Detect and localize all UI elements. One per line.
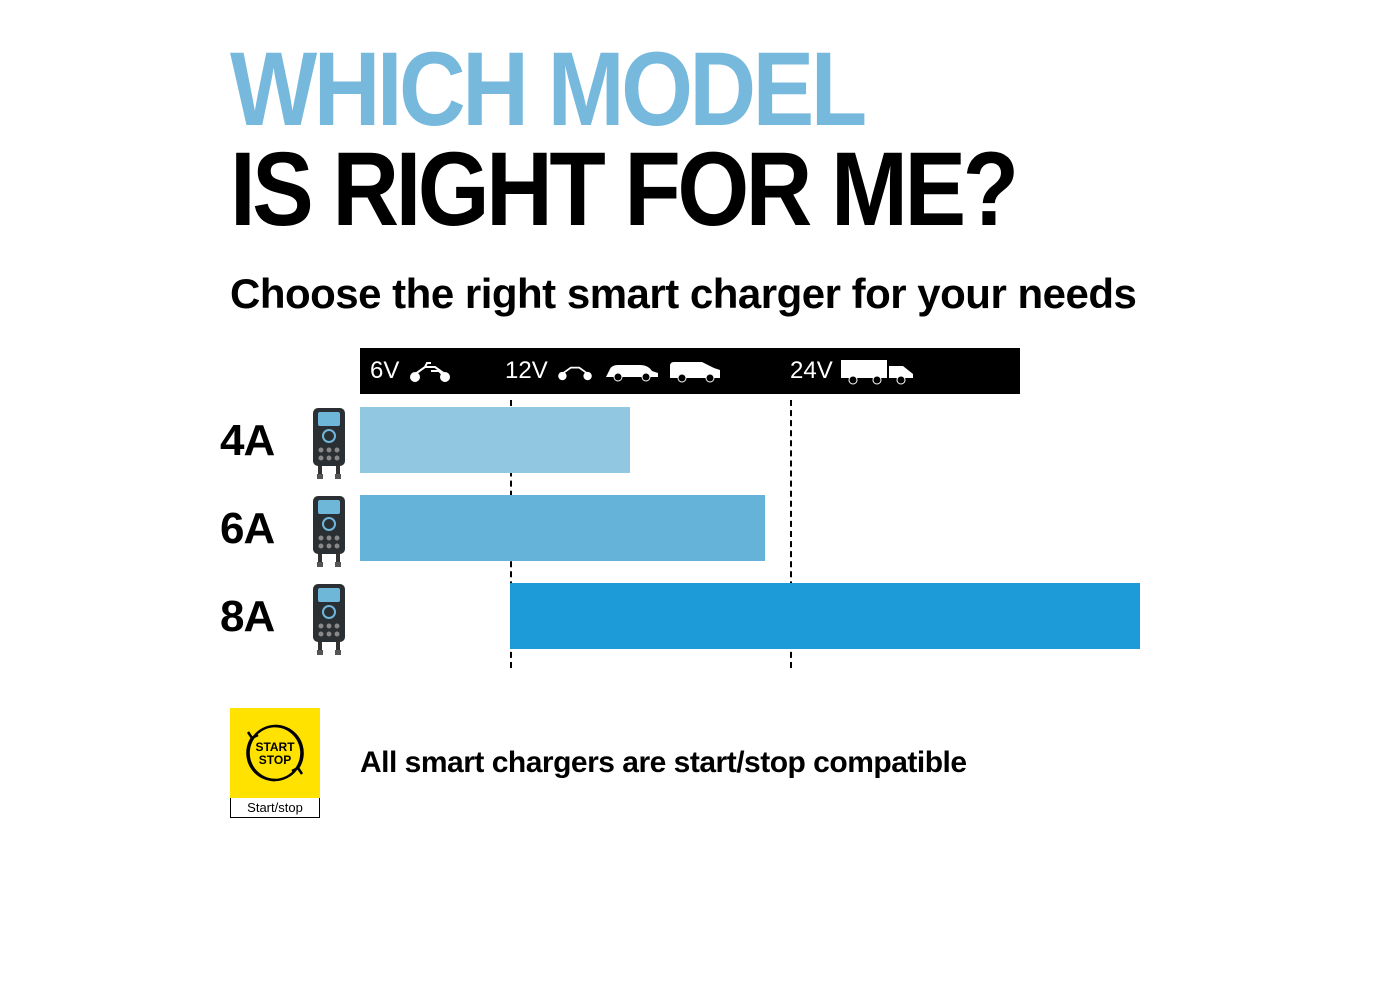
page: WHICH MODEL IS RIGHT FOR ME? Choose the … xyxy=(0,0,1400,1000)
chart-rows: 4A 6A 8A xyxy=(230,402,1180,658)
subtitle: Choose the right smart charger for your … xyxy=(230,270,1180,318)
title-line2: IS RIGHT FOR ME? xyxy=(230,140,1066,240)
charger-icon xyxy=(310,406,348,485)
header-segment-12v: 12V xyxy=(505,348,724,394)
chart: 6V 12V xyxy=(230,348,1180,658)
footer: START STOP Start/stop All smart chargers… xyxy=(230,708,1180,818)
truck-icon xyxy=(839,356,919,386)
start-stop-box: START STOP xyxy=(230,708,320,798)
chart-header: 6V 12V xyxy=(360,348,1020,394)
content: WHICH MODEL IS RIGHT FOR ME? Choose the … xyxy=(230,40,1180,818)
row-label: 8A xyxy=(220,592,274,642)
header-segment-6v: 6V xyxy=(370,348,455,394)
motorcycle-icon xyxy=(554,360,596,382)
motorcycle-icon xyxy=(405,359,455,383)
header-label-6v: 6V xyxy=(370,357,399,385)
start-text: START xyxy=(255,740,295,754)
charger-icon xyxy=(310,582,348,661)
car-icon xyxy=(602,359,662,383)
bar xyxy=(510,583,1140,649)
header-label-12v: 12V xyxy=(505,357,548,385)
subtitle-text: Choose the right smart charger for your … xyxy=(230,270,1136,317)
start-stop-icon: START STOP xyxy=(240,718,310,788)
bar xyxy=(360,407,630,473)
chart-row: 6A xyxy=(230,490,1180,570)
chart-row: 8A xyxy=(230,578,1180,658)
row-label: 6A xyxy=(220,504,274,554)
title-line1: WHICH MODEL xyxy=(230,40,1066,140)
start-stop-badge: START STOP Start/stop xyxy=(230,708,320,818)
footer-text: All smart chargers are start/stop compat… xyxy=(360,746,967,780)
chart-row: 4A xyxy=(230,402,1180,482)
start-stop-caption: Start/stop xyxy=(230,798,320,818)
charger-icon xyxy=(310,494,348,573)
stop-text: STOP xyxy=(259,753,291,767)
van-icon xyxy=(668,358,724,384)
header-label-24v: 24V xyxy=(790,357,833,385)
header-segment-24v: 24V xyxy=(790,348,919,394)
bar xyxy=(360,495,765,561)
row-label: 4A xyxy=(220,416,274,466)
